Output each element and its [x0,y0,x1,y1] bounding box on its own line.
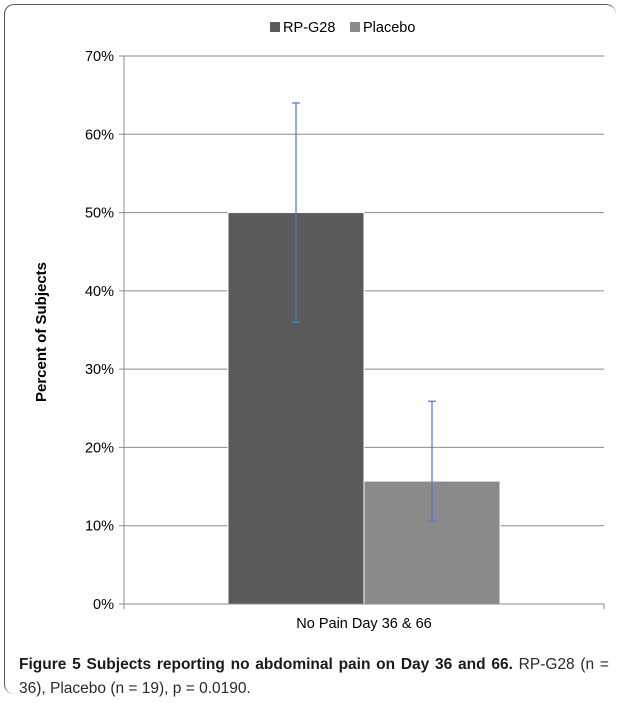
y-axis-ticks: 0% 10% 20% 30% 40% 50% 60% 70% [85,49,124,613]
legend-swatch [350,22,360,32]
legend-swatch [270,22,280,32]
caption-title: Figure 5 Subjects reporting no abdominal… [19,656,513,673]
bar-chart: RP-G28 Placebo 0% 10% 20% 30% 40% 50% 60% 70% No… [0,0,622,650]
y-tick-label: 40% [85,284,114,300]
y-tick-label: 20% [85,440,114,456]
y-tick-label: 50% [85,206,114,222]
y-axis-label: Percent of Subjects [33,262,50,402]
figure-caption: Figure 5 Subjects reporting no abdominal… [19,653,609,701]
legend: RP-G28 Placebo [270,20,415,36]
legend-label: RP-G28 [283,20,335,36]
legend-label: Placebo [363,20,415,36]
y-tick-label: 30% [85,362,114,378]
x-tick-label: No Pain Day 36 & 66 [296,616,431,632]
bars [228,213,500,604]
y-tick-label: 70% [85,49,114,65]
y-tick-label: 0% [93,597,114,613]
y-tick-label: 10% [85,519,114,535]
y-tick-label: 60% [85,127,114,143]
